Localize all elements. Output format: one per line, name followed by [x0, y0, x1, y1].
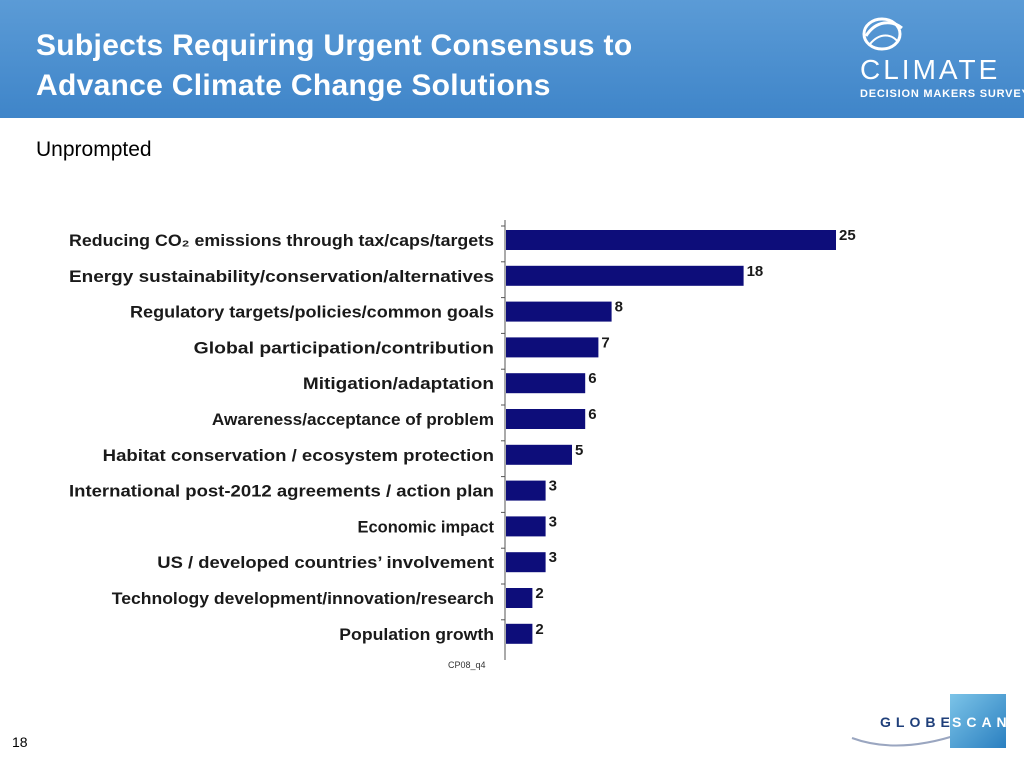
title-line-1: Subjects Requiring Urgent Consensus to — [36, 29, 633, 62]
chart-subtitle: Unprompted — [36, 138, 152, 161]
brand-word: CLIMATE — [860, 54, 1001, 85]
bar — [506, 444, 572, 465]
value-label: 6 — [588, 370, 596, 387]
bar-chart: Reducing CO₂ emissions through tax/caps/… — [69, 220, 856, 660]
value-label: 8 — [615, 299, 623, 316]
category-label: Economic impact — [358, 517, 495, 536]
category-label: Mitigation/adaptation — [303, 374, 494, 393]
source-note: CP08_q4 — [448, 660, 486, 670]
logo-box — [950, 694, 1006, 748]
bar — [506, 409, 586, 429]
bar — [506, 230, 836, 250]
category-label: US / developed countries’ involvement — [157, 553, 494, 572]
value-label: 3 — [549, 478, 557, 495]
logo-word-left: GLOBE — [880, 714, 955, 730]
value-label: 6 — [588, 406, 596, 423]
value-label: 18 — [747, 263, 764, 280]
bar — [506, 301, 612, 322]
header-banner: Subjects Requiring Urgent Consensus to A… — [0, 0, 1024, 118]
category-label: International post-2012 agreements / act… — [69, 482, 494, 501]
value-label: 7 — [601, 334, 609, 351]
globe-swirl-icon — [862, 17, 903, 51]
bar — [506, 588, 533, 608]
category-label: Habitat conservation / ecosystem protect… — [103, 446, 494, 465]
category-label: Regulatory targets/policies/common goals — [130, 303, 494, 322]
page-title: Subjects Requiring Urgent Consensus to A… — [36, 26, 816, 106]
category-label: Energy sustainability/conservation/alter… — [69, 267, 494, 286]
brand-subtitle: DECISION MAKERS SURVEY — [860, 88, 1024, 100]
category-label: Technology development/innovation/resear… — [112, 589, 494, 608]
category-label: Awareness/acceptance of problem — [212, 410, 494, 429]
value-label: 2 — [535, 585, 543, 602]
page-number: 18 — [12, 734, 28, 750]
bar — [506, 623, 533, 644]
globescan-logo: GLOBE SCAN — [850, 694, 1010, 754]
climate-survey-logo: CLIMATE DECISION MAKERS SURVEY — [850, 14, 1024, 104]
value-label: 3 — [549, 549, 557, 566]
bar — [506, 373, 586, 394]
category-label: Global participation/contribution — [194, 338, 494, 357]
value-label: 3 — [549, 513, 557, 530]
bar — [506, 265, 744, 286]
bar — [506, 552, 546, 573]
value-label: 25 — [839, 227, 856, 244]
value-label: 2 — [535, 621, 543, 638]
category-label: Population growth — [339, 625, 494, 644]
bar — [506, 480, 546, 501]
category-label: Reducing CO₂ emissions through tax/caps/… — [69, 231, 494, 250]
bar — [506, 337, 599, 358]
logo-word-right: SCAN — [952, 714, 1012, 730]
bar — [506, 516, 546, 537]
title-line-2: Advance Climate Change Solutions — [36, 69, 551, 102]
value-label: 5 — [575, 442, 583, 459]
